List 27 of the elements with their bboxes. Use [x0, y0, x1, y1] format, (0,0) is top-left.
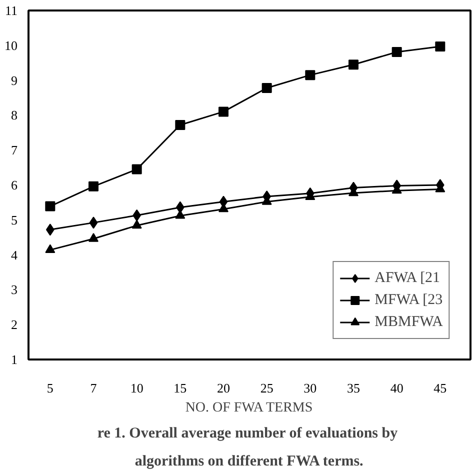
- x-tick-label: 10: [130, 380, 144, 396]
- y-tick-label: 1: [11, 352, 18, 367]
- y-tick-label: 6: [11, 178, 18, 192]
- legend-label: MFWA [23: [374, 292, 443, 308]
- x-tick-label: 15: [174, 380, 187, 396]
- text: re 1. Overall average number of evaluations by: [97, 426, 398, 442]
- x-tick-label: 35: [347, 380, 360, 396]
- x-tick-label: 45: [434, 380, 447, 396]
- legend-label: MBMFWA: [374, 314, 443, 330]
- y-tick-label: 4: [11, 247, 18, 262]
- x-tick-label: 7: [90, 380, 98, 396]
- y-tick-label: 9: [11, 72, 18, 88]
- y-tick-label: 10: [4, 38, 18, 53]
- x-tick-label: 40: [390, 380, 404, 396]
- y-tick-label: 11: [4, 3, 18, 18]
- legend-label: AFWA [21: [374, 270, 440, 286]
- y-tick-label: 8: [11, 108, 18, 123]
- x-tick-label: 25: [260, 380, 274, 396]
- text: algorithms on different FWA terms.: [134, 454, 364, 470]
- y-tick-label: 3: [11, 282, 18, 298]
- x-tick-label: 20: [217, 380, 230, 396]
- y-tick-label: 2: [11, 317, 18, 332]
- y-tick-label: 7: [11, 142, 18, 158]
- x-tick-label: 30: [304, 380, 317, 396]
- x-axis-title: NO. OF FWA TERMS: [185, 400, 313, 416]
- y-tick-label: 5: [11, 212, 18, 228]
- x-tick-label: 5: [46, 380, 54, 396]
